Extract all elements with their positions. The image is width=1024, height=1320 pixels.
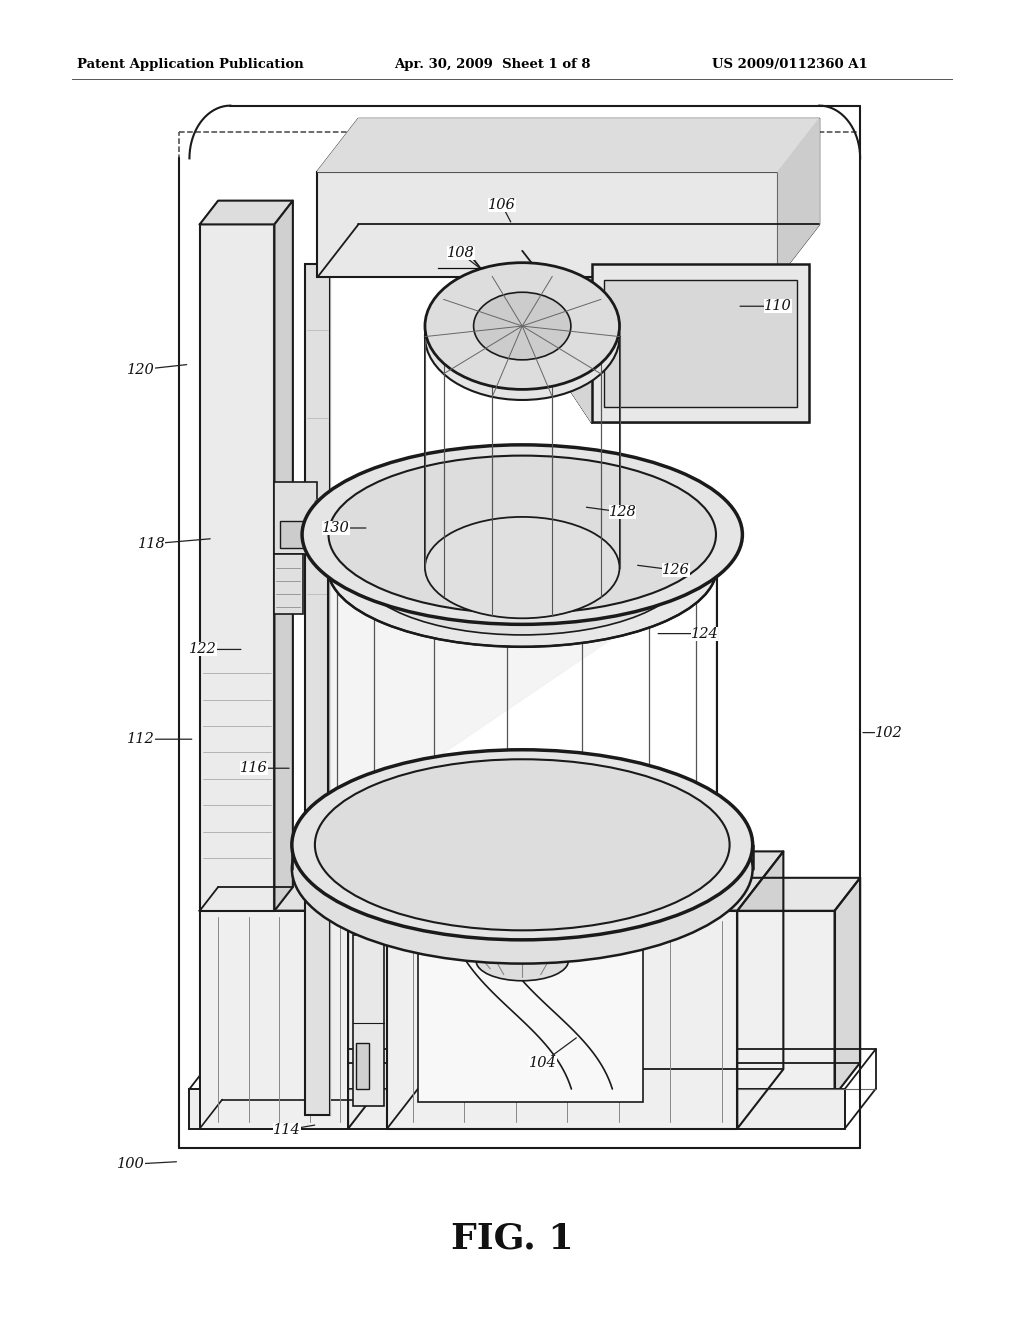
- Polygon shape: [522, 825, 716, 832]
- Ellipse shape: [292, 750, 753, 940]
- Text: 122: 122: [188, 643, 217, 656]
- Text: Patent Application Publication: Patent Application Publication: [77, 58, 303, 71]
- Polygon shape: [522, 796, 695, 832]
- Polygon shape: [329, 832, 522, 838]
- Text: 104: 104: [528, 1056, 557, 1069]
- Text: FIG. 1: FIG. 1: [451, 1221, 573, 1255]
- Text: 106: 106: [487, 198, 516, 211]
- Text: 116: 116: [240, 762, 268, 775]
- Text: 102: 102: [874, 726, 903, 739]
- Text: 100: 100: [117, 1158, 145, 1171]
- Polygon shape: [561, 218, 592, 422]
- Text: 126: 126: [662, 564, 690, 577]
- Polygon shape: [447, 475, 522, 515]
- Bar: [274, 482, 317, 554]
- Text: 128: 128: [608, 506, 637, 519]
- Text: 114: 114: [272, 1123, 301, 1137]
- Bar: [487, 277, 543, 337]
- Text: 118: 118: [137, 537, 166, 550]
- Bar: [280, 521, 305, 548]
- Polygon shape: [375, 780, 522, 832]
- Polygon shape: [430, 490, 522, 515]
- Ellipse shape: [329, 455, 716, 614]
- Polygon shape: [522, 756, 583, 832]
- Text: 120: 120: [127, 363, 156, 376]
- Bar: [200, 911, 348, 1129]
- Ellipse shape: [328, 752, 717, 911]
- Polygon shape: [507, 752, 522, 832]
- Text: Apr. 30, 2009  Sheet 1 of 8: Apr. 30, 2009 Sheet 1 of 8: [394, 58, 591, 71]
- Polygon shape: [835, 878, 860, 1096]
- Text: 108: 108: [446, 247, 475, 260]
- Bar: [317, 172, 778, 277]
- Text: 124: 124: [690, 627, 719, 640]
- Text: 130: 130: [322, 521, 350, 535]
- Ellipse shape: [357, 500, 688, 635]
- Polygon shape: [200, 878, 860, 911]
- Text: 112: 112: [127, 733, 156, 746]
- Ellipse shape: [473, 292, 571, 360]
- Polygon shape: [522, 490, 614, 515]
- Text: 110: 110: [764, 300, 793, 313]
- Bar: [353, 935, 384, 1106]
- Bar: [356, 1043, 369, 1089]
- Bar: [200, 224, 274, 911]
- Polygon shape: [737, 851, 783, 1129]
- Ellipse shape: [328, 488, 717, 647]
- Polygon shape: [317, 119, 819, 172]
- Polygon shape: [522, 475, 597, 515]
- Polygon shape: [200, 201, 293, 224]
- Polygon shape: [387, 851, 783, 911]
- Polygon shape: [348, 882, 371, 1129]
- Ellipse shape: [302, 445, 742, 624]
- Ellipse shape: [425, 517, 620, 618]
- Bar: [189, 1089, 845, 1129]
- Polygon shape: [561, 376, 809, 422]
- Polygon shape: [328, 488, 717, 832]
- Polygon shape: [778, 119, 819, 277]
- Bar: [592, 264, 809, 422]
- Polygon shape: [274, 201, 293, 911]
- Polygon shape: [200, 882, 371, 911]
- Polygon shape: [337, 807, 522, 832]
- Bar: [200, 911, 835, 1096]
- Bar: [418, 937, 643, 1102]
- Ellipse shape: [425, 263, 620, 389]
- Ellipse shape: [315, 759, 729, 931]
- Text: US 2009/0112360 A1: US 2009/0112360 A1: [712, 58, 867, 71]
- Bar: [387, 911, 737, 1129]
- Polygon shape: [434, 762, 522, 832]
- Ellipse shape: [476, 941, 568, 981]
- Bar: [274, 554, 303, 614]
- Ellipse shape: [425, 273, 620, 400]
- Bar: [604, 280, 797, 407]
- Polygon shape: [494, 475, 551, 515]
- Ellipse shape: [292, 774, 753, 964]
- Ellipse shape: [369, 792, 676, 919]
- Bar: [305, 264, 330, 1115]
- Polygon shape: [522, 771, 648, 832]
